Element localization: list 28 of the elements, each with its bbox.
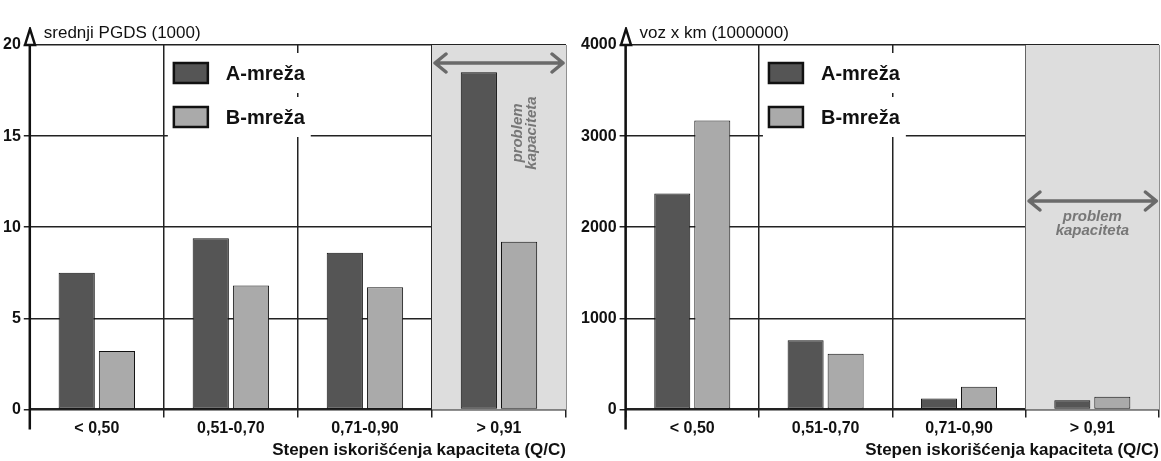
y-tick-label: 2000 xyxy=(581,217,617,235)
y-tick-label: 0 xyxy=(607,399,617,417)
y-tick-label: 3000 xyxy=(581,126,617,144)
legend-label: B-mreža xyxy=(225,105,306,128)
x-axis-title: Stepen iskorišćenja kapaciteta (Q/C) xyxy=(865,440,1159,460)
y-tick-label: 20 xyxy=(3,35,21,53)
legend-label: B-mreža xyxy=(820,105,901,128)
x-tick-label: 0,71-0,90 xyxy=(925,419,993,437)
legend-label: A-mreža xyxy=(225,61,306,84)
y-tick-label: 5 xyxy=(11,308,21,326)
band-label: problem kapaciteta xyxy=(1055,206,1130,238)
y-tick-label: 15 xyxy=(3,126,21,144)
x-tick-label: 0,71-0,90 xyxy=(331,419,399,437)
x-tick-label: > 0,91 xyxy=(476,419,522,437)
x-tick-label: > 0,91 xyxy=(1069,419,1115,437)
y-axis-title: srednji PGDS (1000) xyxy=(43,23,201,43)
y-tick-label: 0 xyxy=(11,399,21,417)
legend-label: A-mreža xyxy=(820,61,901,84)
x-tick-label: < 0,50 xyxy=(74,419,120,437)
y-axis-title: voz x km (1000000) xyxy=(639,23,789,43)
x-tick-label: 0,51-0,70 xyxy=(197,419,265,437)
x-tick-label: < 0,50 xyxy=(669,419,715,437)
y-tick-label: 10 xyxy=(3,217,21,235)
band-label: problem kapaciteta xyxy=(507,96,539,170)
y-tick-label: 4000 xyxy=(581,35,617,53)
x-tick-label: 0,51-0,70 xyxy=(791,419,860,437)
y-tick-label: 1000 xyxy=(581,308,617,326)
x-axis-title: Stepen iskorišćenja kapaciteta (Q/C) xyxy=(272,440,566,460)
